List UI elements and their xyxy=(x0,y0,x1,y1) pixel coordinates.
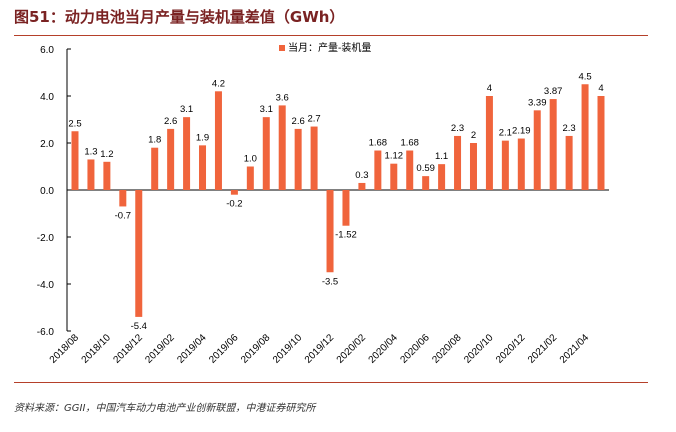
x-tick-label: 2018/12 xyxy=(112,332,146,366)
data-label: 1.3 xyxy=(84,146,97,157)
bar-2019/02 xyxy=(167,128,175,190)
data-label: 1.9 xyxy=(196,132,209,143)
y-tick-label: 0.0 xyxy=(40,186,54,197)
y-tick-label: -6.0 xyxy=(37,327,55,338)
data-label: 1.68 xyxy=(400,138,419,149)
bar-2020/05 xyxy=(406,150,414,190)
bar-2019/05 xyxy=(214,91,222,190)
data-label: 2.6 xyxy=(164,116,177,127)
data-label: 1.0 xyxy=(244,154,257,165)
x-tick-label: 2019/02 xyxy=(143,332,177,366)
data-label: 2.5 xyxy=(68,118,81,129)
data-label: 3.6 xyxy=(276,92,289,103)
bar-2018/11 xyxy=(119,190,127,207)
bar-2020/01 xyxy=(342,190,350,226)
data-label: -5.4 xyxy=(131,321,147,332)
bar-2018/09 xyxy=(87,159,95,190)
bar-2020/09 xyxy=(469,143,477,190)
bar-2020/04 xyxy=(390,163,398,190)
source-note: 资料来源：GGII，中国汽车动力电池产业创新联盟，中港证券研究所 xyxy=(14,403,316,414)
data-label: -0.7 xyxy=(115,210,131,221)
data-label: -3.5 xyxy=(322,276,338,287)
x-tick-label: 2020/12 xyxy=(494,332,528,366)
y-tick-label: 4.0 xyxy=(40,92,54,103)
bar-2020/12 xyxy=(517,138,525,190)
data-label: 2.3 xyxy=(563,123,576,134)
x-tick-label: 2020/10 xyxy=(462,332,496,366)
legend-swatch xyxy=(279,45,285,51)
bar-2018/12 xyxy=(135,190,143,317)
bar-2020/06 xyxy=(422,176,430,190)
bar-2021/02 xyxy=(549,99,557,190)
bar-2020/11 xyxy=(501,140,509,190)
x-tick-label: 2020/04 xyxy=(367,332,401,366)
data-label: -1.52 xyxy=(335,230,357,241)
bar-2020/08 xyxy=(454,135,462,190)
data-label: 2.7 xyxy=(307,114,320,125)
bar-2019/04 xyxy=(199,145,207,190)
source-rule xyxy=(14,382,648,383)
x-tick-label: 2021/02 xyxy=(526,332,560,366)
bar-2020/02 xyxy=(358,182,366,190)
bar-2019/03 xyxy=(183,117,191,190)
data-label: 0.3 xyxy=(355,170,368,181)
chart-title: 图51：动力电池当月产量与装机量差值（GWh） xyxy=(14,8,345,26)
bar-2020/10 xyxy=(485,96,493,190)
bar-2021/04 xyxy=(581,84,589,190)
bar-2019/08 xyxy=(262,117,270,190)
x-tick-label: 2020/06 xyxy=(398,332,432,366)
title-rule xyxy=(14,35,648,36)
data-label: 4 xyxy=(487,83,492,94)
bar-2019/09 xyxy=(278,105,286,190)
data-label: 1.12 xyxy=(385,151,404,162)
bar-2020/07 xyxy=(438,164,446,190)
x-tick-label: 2019/04 xyxy=(175,332,209,366)
y-tick-label: 2.0 xyxy=(40,139,54,150)
x-tick-label: 2020/02 xyxy=(335,332,369,366)
x-tick-label: 2019/06 xyxy=(207,332,241,366)
data-label: 2.6 xyxy=(292,116,305,127)
x-tick-label: 2018/10 xyxy=(80,332,114,366)
bar-2019/11 xyxy=(310,126,318,190)
bar-2021/01 xyxy=(533,110,541,190)
data-label: 0.59 xyxy=(416,163,435,174)
data-label: 3.87 xyxy=(544,86,563,97)
data-label: 1.2 xyxy=(100,149,113,160)
data-label: -0.2 xyxy=(226,199,242,210)
data-label: 3.39 xyxy=(528,97,547,108)
data-label: 2.3 xyxy=(451,123,464,134)
y-tick-label: 6.0 xyxy=(40,45,54,56)
data-label: 2.19 xyxy=(512,126,531,137)
bar-2019/10 xyxy=(294,128,302,190)
x-tick-label: 2019/08 xyxy=(239,332,273,366)
bar-2018/08 xyxy=(71,131,79,190)
y-tick-label: -2.0 xyxy=(37,233,55,244)
data-label: 2.1 xyxy=(499,128,512,139)
data-label: 3.1 xyxy=(180,104,193,115)
legend-label: 当月：产量-装机量 xyxy=(288,41,371,54)
bar-2018/10 xyxy=(103,161,111,190)
bar-2021/05 xyxy=(597,96,605,190)
x-tick-label: 2019/10 xyxy=(271,332,305,366)
y-tick-label: -4.0 xyxy=(37,280,55,291)
bar-2021/03 xyxy=(565,135,573,190)
x-tick-label: 2020/08 xyxy=(430,332,464,366)
bar-2019/07 xyxy=(246,166,254,190)
data-label: 3.1 xyxy=(260,104,273,115)
data-label: 2 xyxy=(471,130,476,141)
x-tick-label: 2021/04 xyxy=(558,332,592,366)
data-label: 4.2 xyxy=(212,78,225,89)
data-label: 4 xyxy=(598,83,603,94)
data-label: 1.8 xyxy=(148,135,161,146)
data-label: 1.1 xyxy=(435,151,448,162)
bar-2020/03 xyxy=(374,150,382,190)
bar-2019/12 xyxy=(326,190,334,273)
bar-2019/01 xyxy=(151,147,159,190)
x-tick-label: 2019/12 xyxy=(303,332,337,366)
data-label: 4.5 xyxy=(578,71,591,82)
data-label: 1.68 xyxy=(369,138,388,149)
bar-2019/06 xyxy=(230,190,238,195)
